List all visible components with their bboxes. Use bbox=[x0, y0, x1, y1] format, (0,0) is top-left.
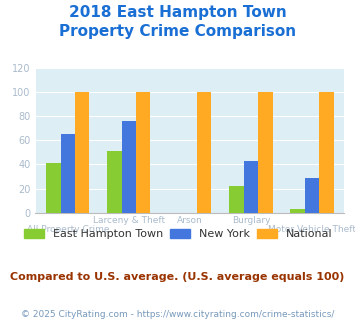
Text: Compared to U.S. average. (U.S. average equals 100): Compared to U.S. average. (U.S. average … bbox=[10, 272, 345, 282]
Text: Burglary: Burglary bbox=[232, 216, 270, 225]
Bar bbox=[244, 161, 258, 213]
Bar bbox=[319, 92, 334, 213]
Bar bbox=[46, 163, 61, 213]
Legend: East Hampton Town, New York, National: East Hampton Town, New York, National bbox=[20, 224, 337, 244]
Bar bbox=[61, 134, 75, 213]
Text: 2018 East Hampton Town
Property Crime Comparison: 2018 East Hampton Town Property Crime Co… bbox=[59, 5, 296, 39]
Bar bbox=[305, 178, 319, 213]
Bar bbox=[229, 186, 244, 213]
Bar bbox=[107, 151, 122, 213]
Bar bbox=[197, 92, 212, 213]
Bar bbox=[122, 121, 136, 213]
Text: © 2025 CityRating.com - https://www.cityrating.com/crime-statistics/: © 2025 CityRating.com - https://www.city… bbox=[21, 310, 334, 319]
Text: All Property Crime: All Property Crime bbox=[27, 225, 109, 234]
Text: Arson: Arson bbox=[177, 216, 203, 225]
Bar bbox=[136, 92, 151, 213]
Text: Motor Vehicle Theft: Motor Vehicle Theft bbox=[268, 225, 355, 234]
Text: Larceny & Theft: Larceny & Theft bbox=[93, 216, 165, 225]
Bar bbox=[290, 209, 305, 213]
Bar bbox=[75, 92, 89, 213]
Bar bbox=[258, 92, 273, 213]
